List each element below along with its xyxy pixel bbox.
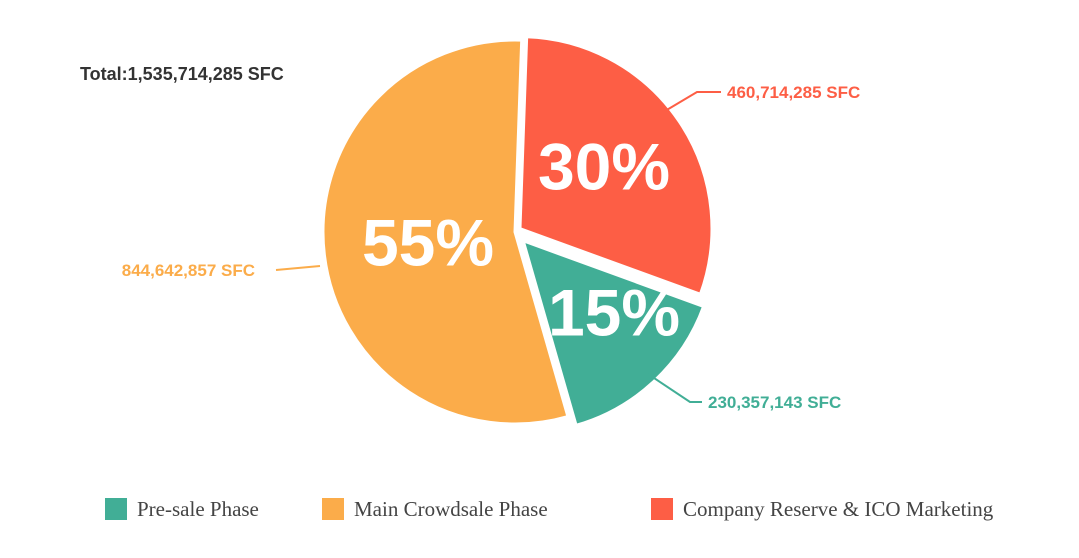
legend-item-pre-sale: Pre-sale Phase xyxy=(105,492,259,526)
legend-label-company-reserve: Company Reserve & ICO Marketing xyxy=(683,496,994,521)
pie-slice-main-crowdsale-phase xyxy=(321,38,570,426)
pie-slice-company-reserve-ico-marketing xyxy=(518,35,714,297)
leader-line-pre-sale-phase xyxy=(647,373,702,403)
slice-percent-company-reserve-ico-marketing: 30% xyxy=(538,129,670,203)
slice-percent-main-crowdsale-phase: 55% xyxy=(362,205,494,279)
total-label: Total:1,535,714,285 SFC xyxy=(80,64,284,84)
legend-item-company-reserve: Company Reserve & ICO Marketing xyxy=(651,492,993,526)
leader-line-company-reserve-ico-marketing xyxy=(659,91,721,115)
legend-swatch-main-crowdsale xyxy=(322,498,344,520)
slice-percent-pre-sale-phase: 15% xyxy=(548,275,680,349)
slice-value-company-reserve-ico-marketing: 460,714,285 SFC xyxy=(727,83,860,102)
slice-value-main-crowdsale-phase: 844,642,857 SFC xyxy=(122,261,255,280)
leader-line-main-crowdsale-phase xyxy=(275,265,321,271)
legend-label-main-crowdsale: Main Crowdsale Phase xyxy=(354,496,548,521)
legend-label-pre-sale: Pre-sale Phase xyxy=(137,496,259,521)
legend-swatch-pre-sale xyxy=(105,498,127,520)
legend-item-main-crowdsale: Main Crowdsale Phase xyxy=(322,492,548,526)
legend: Pre-sale Phase Main Crowdsale Phase Comp… xyxy=(0,492,1079,526)
pie-slice-pre-sale-phase xyxy=(520,238,706,428)
legend-swatch-company-reserve xyxy=(651,498,673,520)
slice-value-pre-sale-phase: 230,357,143 SFC xyxy=(708,393,841,412)
